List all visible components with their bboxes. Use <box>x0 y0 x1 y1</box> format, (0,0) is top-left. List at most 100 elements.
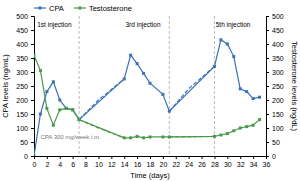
y2-axis-tick-label: 250 <box>272 83 284 90</box>
y2-axis-tick-label: 100 <box>272 125 284 132</box>
y-axis-tick-label: 400 <box>16 41 28 48</box>
x-axis-tick-mark <box>47 156 48 159</box>
y2-axis-tick-label: 50 <box>272 139 280 146</box>
y-axis-tick-label: 350 <box>16 55 28 62</box>
y2-axis-tick: 50 <box>266 139 280 146</box>
x-axis-tick: 12 <box>108 156 116 168</box>
x-axis-tick-label: 0 <box>33 161 37 168</box>
x-axis-tick-label: 16 <box>134 161 142 168</box>
y-axis-tick-mark <box>31 156 34 157</box>
x-axis-tick-mark <box>60 156 61 159</box>
x-axis-tick-mark <box>111 156 112 159</box>
x-axis-tick-mark <box>189 156 190 159</box>
x-axis-tick-label: 26 <box>198 161 206 168</box>
x-axis-tick-label: 20 <box>159 161 167 168</box>
point <box>232 55 235 58</box>
series-dashed-line <box>79 79 124 120</box>
x-axis-tick: 30 <box>224 156 232 168</box>
y2-axis-tick-label: 450 <box>272 27 284 34</box>
annotations: 1st injection3rd injection5th injectionC… <box>37 21 251 140</box>
y-axis-tick-label: 300 <box>16 69 28 76</box>
x-axis-tick: 0 <box>33 156 37 168</box>
y-axis-tick: 450 <box>16 27 34 34</box>
x-axis-tick: 20 <box>159 156 167 168</box>
y-axis-tick: 100 <box>16 125 34 132</box>
point <box>45 107 48 110</box>
legend-swatch-marker <box>78 7 81 10</box>
point <box>226 43 229 46</box>
x-axis-tick: 2 <box>45 156 49 168</box>
x-axis-tick-mark <box>150 156 151 159</box>
x-axis-tick-label: 12 <box>108 161 116 168</box>
annotation: CPA 300 mg/week i.m. <box>40 134 101 140</box>
chart: 0246810121416182022242628303234360501001… <box>0 0 300 181</box>
point <box>232 129 235 132</box>
y-axis-tick-mark <box>31 100 34 101</box>
x-axis-tick-mark <box>202 156 203 159</box>
x-axis-tick: 6 <box>71 156 75 168</box>
y-axis-tick-mark <box>31 44 34 45</box>
legend-swatch-line <box>74 7 86 8</box>
legend-item: CPA <box>34 4 64 13</box>
x-axis-tick-mark <box>137 156 138 159</box>
y2-axis-tick-label: 300 <box>272 69 284 76</box>
annotation: 3rd injection <box>126 21 161 29</box>
series-line <box>34 55 260 138</box>
x-axis-tick: 4 <box>58 156 62 168</box>
point <box>239 127 242 130</box>
point <box>123 136 126 139</box>
y2-axis-tick-label: 150 <box>272 111 284 118</box>
point <box>123 78 126 81</box>
y-axis-tick-label: 50 <box>20 139 28 146</box>
point <box>142 136 145 139</box>
point <box>219 38 222 41</box>
y-axis-tick: 350 <box>16 55 34 62</box>
y-axis-tick-mark <box>31 72 34 73</box>
reference-line <box>214 16 215 156</box>
x-axis-line <box>35 157 267 160</box>
y-axis-tick-mark <box>31 30 34 31</box>
point <box>65 107 68 110</box>
reference-line <box>169 16 170 156</box>
y2-axis-tick-mark <box>266 30 269 31</box>
x-axis-tick-label: 6 <box>71 161 75 168</box>
x-axis-tick-label: 14 <box>121 161 129 168</box>
point <box>52 124 55 127</box>
legend-swatch-marker <box>39 7 42 10</box>
y-axis-tick: 400 <box>16 41 34 48</box>
point <box>39 69 42 72</box>
y-axis-tick-label: 250 <box>16 83 28 90</box>
annotation: 5th injection <box>216 21 251 29</box>
y-axis-tick: 200 <box>16 97 34 104</box>
y2-axis-tick-mark <box>266 142 269 143</box>
point <box>245 90 248 93</box>
x-axis-tick: 10 <box>95 156 103 168</box>
point <box>252 97 255 100</box>
x-axis-tick-mark <box>214 156 215 159</box>
y-axis-line <box>31 17 35 157</box>
y2-axis-tick-label: 350 <box>272 55 284 62</box>
x-axis-tick-mark <box>253 156 254 159</box>
point <box>219 134 222 137</box>
series-line <box>34 40 260 156</box>
y-axis-tick-mark <box>31 86 34 87</box>
point <box>149 135 152 138</box>
series-dashed-line <box>169 136 214 138</box>
x-axis-tick: 8 <box>84 156 88 168</box>
y2-axis-tick: 500 <box>266 13 284 20</box>
y-axis-tick-mark <box>31 128 34 129</box>
y-axis-tick-label: 200 <box>16 97 28 104</box>
x-axis-tick-label: 24 <box>185 161 193 168</box>
y-axis-tick-label: 100 <box>16 125 28 132</box>
x-axis-tick: 28 <box>211 156 219 168</box>
y2-axis-tick: 0 <box>266 153 276 160</box>
x-axis: 024681012141618202224262830323436 <box>33 156 271 168</box>
x-axis-tick-label: 22 <box>172 161 180 168</box>
point <box>149 82 152 85</box>
point <box>58 108 61 111</box>
y-axis-tick-label: 0 <box>24 153 28 160</box>
y2-axis-tick-label: 400 <box>272 41 284 48</box>
y-axis-tick: 250 <box>16 83 34 90</box>
point <box>34 155 36 157</box>
point <box>58 99 61 102</box>
